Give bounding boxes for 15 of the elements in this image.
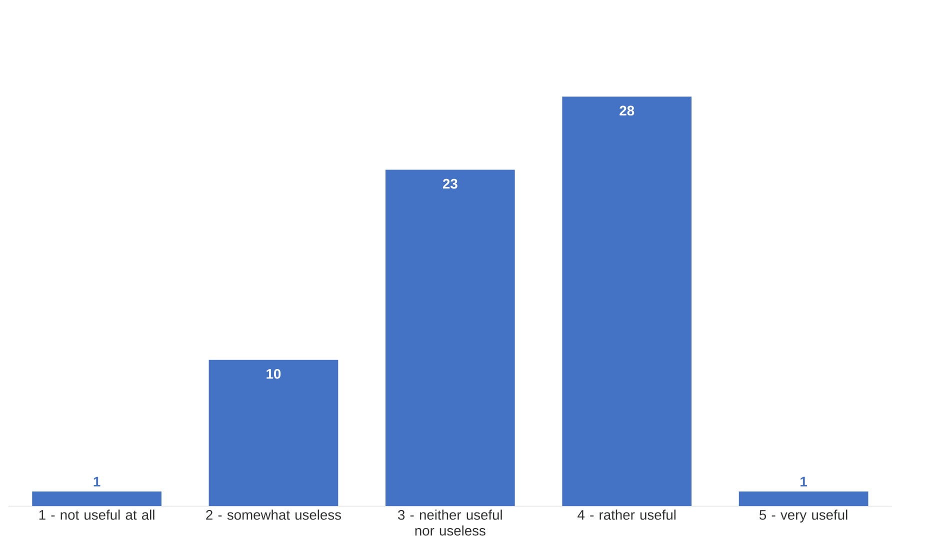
bar xyxy=(32,492,162,506)
bar xyxy=(208,360,338,506)
x-tick-label: 5 - very useful xyxy=(760,510,848,523)
data-label: 23 xyxy=(442,179,458,189)
bar xyxy=(738,492,868,506)
bar xyxy=(562,96,692,506)
data-label: 10 xyxy=(266,369,281,380)
x-tick-label: 3 - neither useful nor useless xyxy=(398,510,502,536)
x-tick-label: 1 - not useful at all xyxy=(39,510,154,520)
data-label: 1 xyxy=(800,477,808,487)
data-label: 1 xyxy=(94,477,100,487)
data-label: 28 xyxy=(620,106,634,116)
x-tick-label: 4 - rather useful xyxy=(578,510,676,520)
bar xyxy=(385,170,515,506)
x-tick-label: 2 - somewhat useless xyxy=(206,510,341,520)
